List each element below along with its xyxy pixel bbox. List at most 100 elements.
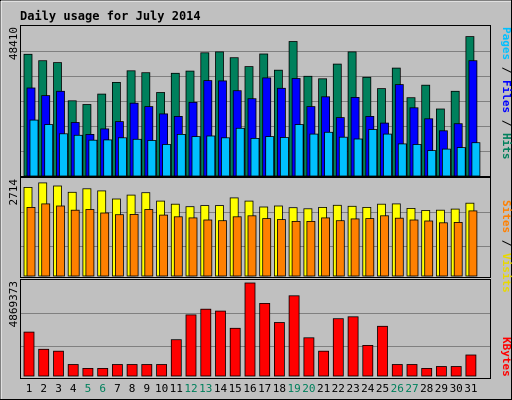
kbytes-bar-28 [421, 367, 433, 377]
legend-hits: Hits [500, 133, 512, 160]
sites-bar-22 [335, 220, 345, 277]
legend-files: Files [500, 80, 512, 113]
pages-bar-4 [73, 134, 83, 177]
legend-sep-2: / [500, 113, 512, 133]
kbytes-bar-17 [259, 302, 271, 377]
kbytes-bar-25 [377, 325, 388, 377]
pages-bar-31 [471, 142, 481, 177]
legend-sites: Sites [500, 200, 512, 233]
sites-bar-15 [232, 216, 242, 277]
sites-bar-30 [453, 221, 463, 277]
pages-bar-28 [427, 150, 437, 177]
sites-bar-10 [159, 214, 169, 277]
x-tick-label-day-29: 29 [435, 382, 448, 395]
sites-bar-19 [291, 220, 301, 277]
sites-bar-13 [203, 219, 213, 277]
x-axis-day-labels: 1 2 3 4 5 6 7 8 9 10 11 12 13 14 15 16 17 18 19 20 21 22 23 24 2… [26, 382, 478, 395]
x-tick-label-day-16: 16 [243, 382, 256, 395]
pages-bar-1 [29, 119, 39, 177]
x-tick-label-day-7: 7 [114, 382, 121, 395]
pages-bar-10 [162, 144, 172, 177]
x-tick-label-day-5: 5 [85, 382, 92, 395]
pages-bar-24 [368, 129, 378, 177]
pages-bar-16 [250, 137, 260, 177]
panel-frame-kbytes [20, 279, 491, 379]
sites-bar-8 [129, 213, 139, 277]
x-tick-label-day-25: 25 [376, 382, 389, 395]
x-tick-label-day-10: 10 [155, 382, 168, 395]
kbytes-bar-10 [156, 364, 168, 377]
kbytes-bar-30 [450, 366, 462, 377]
x-tick-label-day-3: 3 [55, 382, 62, 395]
kbytes-bar-22 [332, 318, 344, 377]
legend-sites-visits: Sites / Visits [500, 200, 512, 293]
sites-bar-28 [424, 220, 434, 277]
pages-bar-18 [279, 137, 289, 177]
pages-bar-2 [44, 124, 54, 177]
pages-bar-12 [191, 136, 201, 177]
pages-bar-5 [88, 139, 98, 177]
x-tick-label-day-13: 13 [199, 382, 212, 395]
sites-bar-4 [70, 209, 80, 277]
kbytes-bar-29 [435, 366, 447, 377]
sites-bar-29 [438, 222, 448, 277]
bar-layer [23, 36, 481, 377]
kbytes-bar-14 [215, 310, 226, 377]
kbytes-bar-1 [23, 331, 35, 377]
chart-title: Daily usage for July 2014 [20, 9, 201, 23]
sites-bar-21 [321, 217, 331, 277]
sites-bar-5 [85, 209, 95, 277]
pages-bar-26 [397, 143, 407, 177]
kbytes-bar-5 [82, 367, 94, 377]
kbytes-bar-18 [273, 322, 285, 377]
x-tick-label-day-23: 23 [346, 382, 359, 395]
pages-bar-15 [235, 127, 245, 177]
kbytes-bar-23 [347, 316, 359, 377]
sites-bar-9 [144, 209, 154, 277]
x-tick-label-day-28: 28 [420, 382, 433, 395]
pages-bar-17 [265, 136, 275, 177]
pages-bar-30 [456, 147, 466, 177]
x-tick-label-day-17: 17 [258, 382, 271, 395]
sites-bar-26 [394, 217, 404, 277]
kbytes-bar-8 [126, 364, 138, 377]
kbytes-bar-19 [288, 295, 300, 377]
kbytes-bar-31 [465, 354, 477, 377]
kbytes-bar-21 [318, 350, 330, 377]
sites-bar-14 [218, 220, 227, 277]
hits-panel-max-label: 48410 [7, 27, 20, 60]
pages-bar-22 [338, 136, 348, 177]
sites-bar-25 [380, 215, 389, 277]
kbytes-bar-20 [303, 337, 315, 377]
x-tick-label-day-24: 24 [361, 382, 375, 395]
sites-bar-16 [247, 215, 257, 277]
pages-bar-21 [324, 131, 334, 177]
kbytes-bar-4 [67, 364, 79, 377]
x-tick-label-day-22: 22 [332, 382, 345, 395]
kbytes-bar-24 [362, 344, 374, 377]
legend-sep-1: / [500, 60, 512, 80]
kbytes-bar-12 [185, 314, 197, 377]
kbytes-bar-15 [229, 327, 241, 377]
sites-bar-24 [365, 218, 375, 277]
x-tick-label-day-9: 9 [143, 382, 150, 395]
sites-bar-3 [56, 205, 65, 277]
pages-bar-13 [206, 135, 216, 177]
x-tick-label-day-30: 30 [450, 382, 463, 395]
x-tick-label-day-20: 20 [302, 382, 315, 395]
sites-bar-7 [115, 214, 124, 277]
sites-bar-17 [262, 218, 272, 277]
x-tick-label-day-15: 15 [229, 382, 242, 395]
sites-bar-11 [173, 216, 183, 277]
sites-bar-31 [468, 210, 478, 277]
kbytes-bar-7 [112, 364, 123, 377]
sites-bar-6 [100, 212, 110, 277]
pages-bar-19 [294, 124, 304, 177]
kbytes-bar-27 [406, 364, 418, 377]
visits-panel-max-label: 2714 [7, 179, 20, 206]
sites-bar-20 [306, 220, 316, 277]
x-tick-label-day-11: 11 [170, 382, 183, 395]
x-tick-label-day-18: 18 [273, 382, 286, 395]
kbytes-bar-13 [200, 308, 212, 377]
